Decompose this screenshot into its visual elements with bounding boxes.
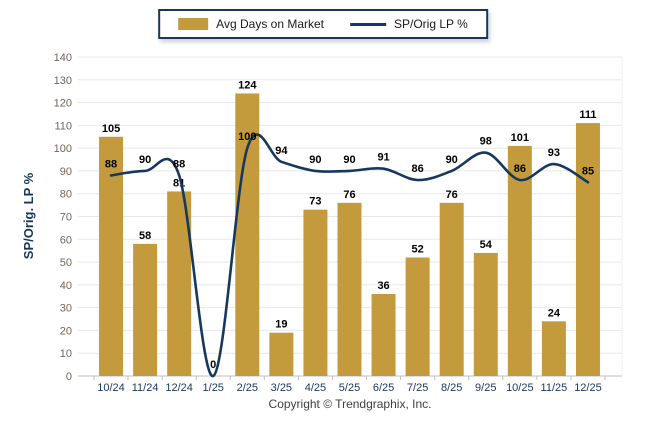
y-tick-label: 30: [60, 303, 72, 315]
bar-value-label: 76: [446, 189, 458, 201]
bar: [99, 136, 124, 376]
bar: [575, 123, 600, 376]
bar-value-label: 76: [343, 189, 355, 201]
line-swatch-icon: [350, 22, 387, 26]
line-value-label: 85: [582, 165, 594, 177]
bar-value-label: 124: [238, 79, 257, 91]
bar-swatch-icon: [178, 18, 209, 30]
bar: [235, 93, 260, 376]
legend-item-line: SP/Orig LP %: [350, 17, 468, 31]
line-value-label: 88: [105, 158, 117, 170]
bar: [473, 252, 498, 376]
y-tick-label: 10: [60, 348, 72, 360]
line-value-label: 91: [377, 152, 389, 164]
bar-value-label: 105: [102, 123, 120, 135]
y-tick-label: 70: [60, 212, 72, 224]
bar: [371, 293, 396, 376]
x-tick-label: 1/25: [203, 382, 224, 394]
line-value-label: 100: [238, 131, 256, 143]
y-tick-label: 140: [54, 52, 72, 64]
sp-orig-lp-line: [109, 133, 590, 378]
line-value-label: 90: [446, 154, 458, 166]
x-tick-label: 12/25: [574, 382, 602, 394]
bar-value-label: 54: [480, 239, 493, 251]
line-value-label: 94: [275, 145, 288, 157]
legend-bar-label: Avg Days on Market: [216, 17, 325, 31]
bar-value-label: 52: [412, 244, 424, 256]
line-value-label: 86: [514, 163, 526, 175]
bar: [269, 332, 294, 376]
x-tick-label: 5/25: [339, 382, 360, 394]
line-value-label: 90: [343, 154, 355, 166]
x-tick-label: 10/25: [506, 382, 534, 394]
x-tick-label: 11/24: [132, 382, 159, 394]
bar-value-label: 36: [377, 280, 389, 292]
bar-value-label: 58: [139, 230, 151, 242]
line-value-label: 90: [309, 154, 321, 166]
y-tick-label: 90: [60, 166, 72, 178]
x-tick-label: 4/25: [305, 382, 326, 394]
y-tick-label: 40: [60, 280, 72, 292]
bar: [303, 209, 328, 376]
x-tick-label: 10/24: [97, 382, 125, 394]
bar: [405, 257, 430, 376]
y-tick-label: 20: [60, 325, 72, 337]
line-value-label: 98: [480, 136, 492, 148]
bar: [507, 145, 532, 376]
x-tick-label: 7/25: [407, 382, 428, 394]
y-tick-label: 60: [60, 234, 72, 246]
legend: Avg Days on Market SP/Orig LP %: [158, 9, 488, 39]
x-tick-label: 9/25: [475, 382, 496, 394]
legend-line-label: SP/Orig LP %: [394, 17, 468, 31]
copyright-text: Copyright © Trendgraphix, Inc.: [268, 397, 432, 411]
y-axis-title: SP/Orig. LP %: [21, 172, 36, 259]
bar: [133, 243, 158, 376]
bar: [541, 321, 566, 376]
y-tick-label: 130: [54, 75, 72, 87]
legend-item-bar: Avg Days on Market: [178, 17, 324, 31]
line-value-label: 88: [173, 158, 185, 170]
line-value-label: 93: [548, 147, 560, 159]
x-tick-label: 6/25: [373, 382, 394, 394]
y-tick-label: 110: [54, 120, 72, 132]
bar-value-label: 111: [579, 109, 596, 121]
y-tick-label: 100: [54, 143, 72, 155]
x-tick-label: 3/25: [271, 382, 292, 394]
x-tick-label: 11/25: [541, 382, 568, 394]
bar: [439, 202, 464, 376]
bar-value-label: 19: [275, 319, 287, 331]
x-tick-label: 8/25: [441, 382, 462, 394]
line-value-label: 90: [139, 154, 151, 166]
bar: [337, 202, 362, 376]
line-value-label: 0: [210, 359, 216, 371]
x-tick-label: 2/25: [237, 382, 258, 394]
y-tick-label: 0: [66, 371, 72, 383]
x-tick-label: 12/24: [165, 382, 193, 394]
bar-value-label: 24: [548, 307, 561, 319]
bar-value-label: 73: [309, 196, 321, 208]
y-tick-label: 120: [54, 98, 72, 110]
bar-value-label: 101: [511, 132, 529, 144]
y-tick-label: 80: [60, 189, 72, 201]
y-tick-label: 50: [60, 257, 72, 269]
line-value-label: 86: [412, 163, 424, 175]
